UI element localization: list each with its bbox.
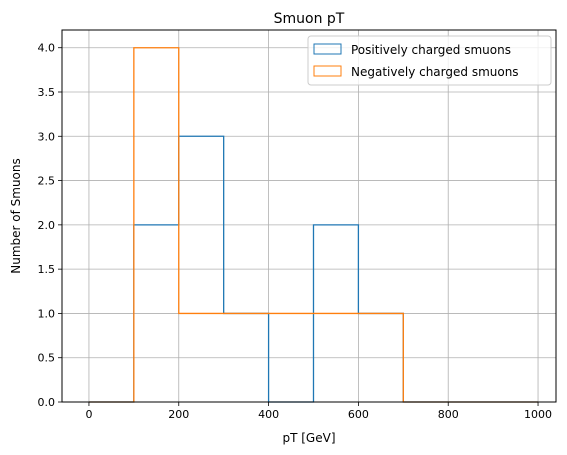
legend: Positively charged smuons Negatively cha…: [307, 35, 552, 86]
legend-label-negative: Negatively charged smuons: [351, 65, 519, 79]
y-tick-label: 3.0: [38, 130, 56, 143]
x-tick-label: 400: [258, 408, 279, 421]
legend-label-positive: Positively charged smuons: [351, 43, 511, 57]
y-tick-label: 2.5: [38, 175, 56, 188]
x-tick-label: 200: [168, 408, 189, 421]
y-tick-label: 1.5: [38, 263, 56, 276]
x-tick-label: 0: [85, 408, 92, 421]
legend-swatch-positive: [313, 43, 342, 55]
x-tick-label: 800: [438, 408, 459, 421]
x-tick-label: 600: [348, 408, 369, 421]
y-tick-label: 0.0: [38, 396, 56, 409]
y-axis-label: Number of Smuons: [9, 158, 23, 274]
y-tick-label: 2.0: [38, 219, 56, 232]
x-tick-label: 1000: [524, 408, 552, 421]
legend-box: [307, 35, 552, 86]
y-tick-label: 4.0: [38, 42, 56, 55]
x-axis-label: pT [GeV]: [282, 431, 335, 445]
axes-frame: [61, 29, 557, 403]
y-tick-label: 1.0: [38, 307, 56, 320]
legend-swatch-negative: [313, 65, 342, 77]
chart-title: Smuon pT: [274, 11, 345, 27]
axis-ticks: 0 200 400 600 800 1000 0.0 0.5 1.0 1.5 2.0 2.5 3.0 3.…: [38, 42, 553, 421]
y-tick-label: 3.5: [38, 86, 56, 99]
y-tick-label: 0.5: [38, 352, 56, 365]
